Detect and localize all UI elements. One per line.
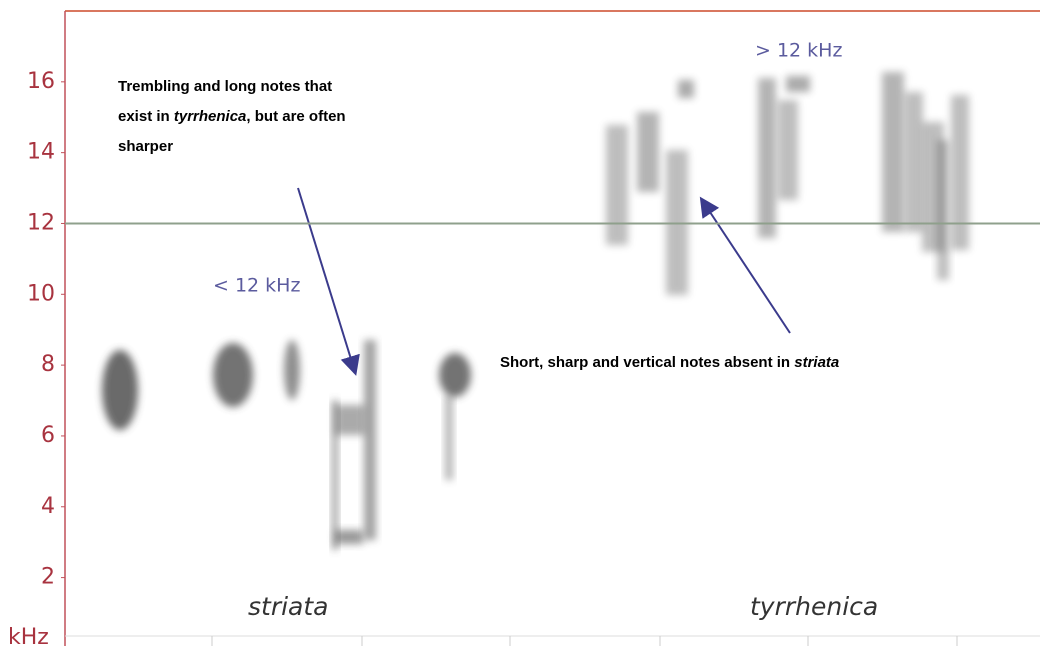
spectrogram-notes [102,72,969,550]
arrow [297,187,360,376]
y-tick-label: 16 [27,69,55,94]
annotation: Trembling and long notes that [118,78,332,95]
y-axis-label: kHz [8,625,49,646]
annotation-part: Short, sharp and vertical notes absent i… [500,354,794,371]
annotation-part: sharper [118,138,173,155]
y-tick-label: 8 [41,352,55,377]
y-tick-label: 14 [27,140,55,165]
annotation-part: Trembling and long notes that [118,78,332,95]
annotation: sharper [118,138,173,155]
x-axis-ticks [211,636,958,646]
y-tick-label: 2 [41,565,55,590]
annotation-part: tyrrhenica [174,108,247,125]
range-label: > 12 kHz [755,40,842,62]
arrow [699,196,791,334]
annotation-part: exist in [118,108,174,125]
species-label: striata [248,592,329,621]
y-tick-label: 12 [27,210,55,235]
annotation: Short, sharp and vertical notes absent i… [500,354,839,371]
y-tick-label: 6 [41,423,55,448]
species-label: tyrrhenica [750,592,878,621]
annotation-part: striata [794,354,839,371]
y-tick-label: 4 [41,494,55,519]
y-tick-label: 10 [27,281,55,306]
annotation: exist in tyrrhenica, but are often [118,108,346,125]
range-label: < 12 kHz [213,275,300,297]
annotation-part: , but are often [246,108,345,125]
